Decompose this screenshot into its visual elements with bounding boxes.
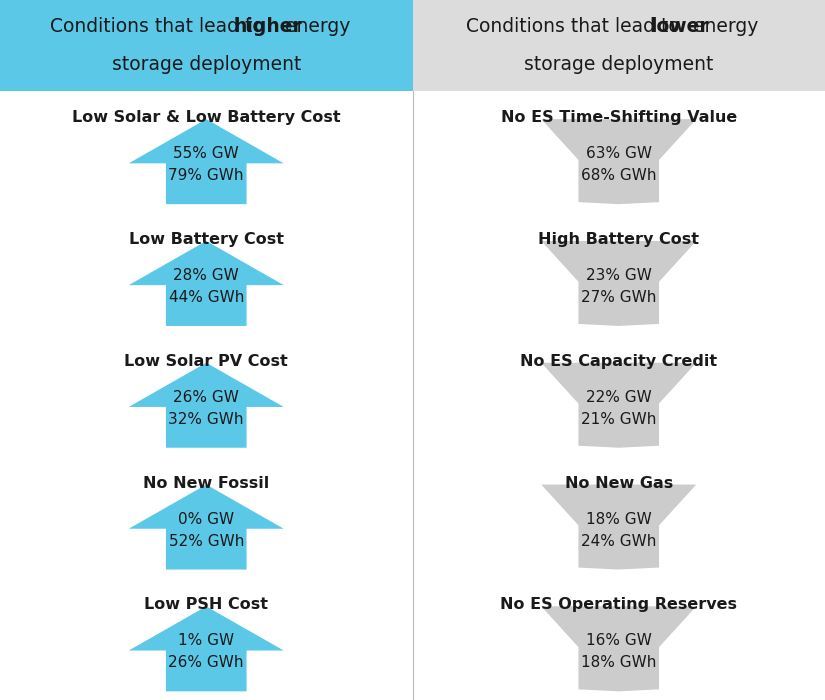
Text: 63% GW: 63% GW [586,146,652,161]
Polygon shape [541,484,696,570]
Text: 52% GWh: 52% GWh [168,533,244,549]
Text: lower: lower [651,17,710,36]
Polygon shape [541,606,696,692]
Polygon shape [129,241,284,326]
Text: storage deployment: storage deployment [111,55,301,74]
Text: High Battery Cost: High Battery Cost [538,232,700,247]
Text: 18% GW: 18% GW [586,512,652,526]
Text: storage deployment: storage deployment [524,55,714,74]
Text: 32% GWh: 32% GWh [168,412,244,427]
Text: 18% GWh: 18% GWh [581,655,657,671]
Text: Low Solar PV Cost: Low Solar PV Cost [125,354,288,369]
Polygon shape [129,606,284,692]
Text: No New Fossil: No New Fossil [143,476,270,491]
Text: No ES Operating Reserves: No ES Operating Reserves [500,598,738,612]
Text: 68% GWh: 68% GWh [581,168,657,183]
Bar [412,0,825,91]
Text: No ES Time-Shifting Value: No ES Time-Shifting Value [501,111,737,125]
Text: 23% GW: 23% GW [586,268,652,283]
Text: Conditions that lead to: Conditions that lead to [465,17,686,36]
Polygon shape [541,241,696,326]
Text: No ES Capacity Credit: No ES Capacity Credit [521,354,717,369]
Text: Conditions that lead to: Conditions that lead to [50,17,269,36]
Text: Low PSH Cost: Low PSH Cost [144,598,268,612]
Text: 28% GW: 28% GW [173,268,239,283]
Text: No New Gas: No New Gas [564,476,673,491]
Text: 27% GWh: 27% GWh [581,290,657,305]
Polygon shape [541,363,696,448]
Text: 21% GWh: 21% GWh [581,412,657,427]
Text: Low Solar & Low Battery Cost: Low Solar & Low Battery Cost [72,111,341,125]
Text: 26% GWh: 26% GWh [168,655,244,671]
Text: 55% GW: 55% GW [173,146,239,161]
Bar [0,0,412,91]
Text: 26% GW: 26% GW [173,390,239,405]
Polygon shape [129,484,284,570]
Text: Low Battery Cost: Low Battery Cost [129,232,284,247]
Text: 0% GW: 0% GW [178,512,234,526]
Polygon shape [129,119,284,204]
Polygon shape [129,363,284,448]
Polygon shape [541,119,696,204]
Text: energy: energy [279,17,350,36]
Text: 24% GWh: 24% GWh [581,533,657,549]
Text: 16% GW: 16% GW [586,634,652,648]
Text: higher: higher [233,17,302,36]
Text: 44% GWh: 44% GWh [168,290,244,305]
Text: 22% GW: 22% GW [586,390,652,405]
Text: 79% GWh: 79% GWh [168,168,244,183]
Text: 1% GW: 1% GW [178,634,234,648]
Text: energy: energy [687,17,759,36]
